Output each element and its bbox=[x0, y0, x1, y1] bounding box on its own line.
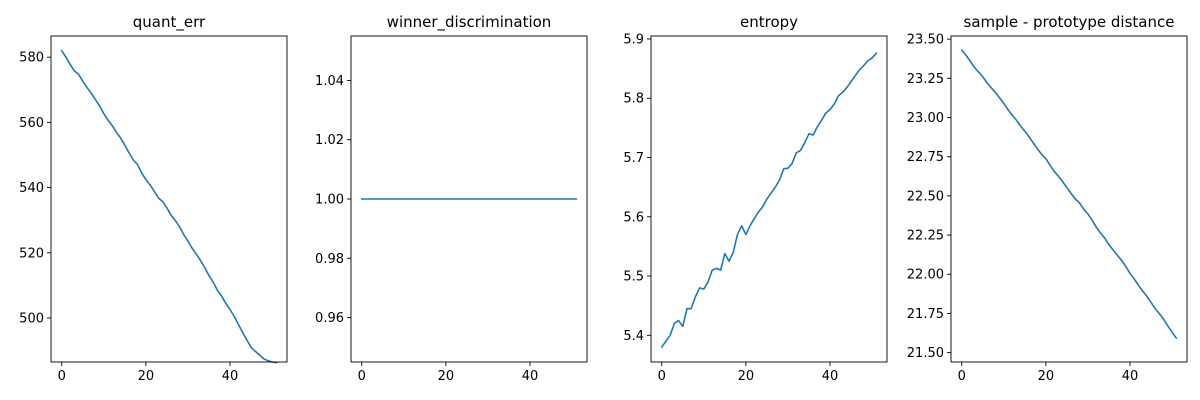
x-tick-label: 20 bbox=[438, 369, 455, 384]
y-tick-label: 500 bbox=[19, 311, 44, 326]
x-tick-label: 40 bbox=[1122, 369, 1139, 384]
y-tick-label: 5.4 bbox=[623, 329, 644, 344]
subplot-2: winner_discrimination 0 20 40 0.96 0.98 1.00 1.… bbox=[315, 13, 588, 384]
y-tick-label: 1.04 bbox=[315, 74, 344, 89]
chart-title: sample - prototype distance bbox=[964, 13, 1175, 31]
chart-title: quant_err bbox=[133, 13, 206, 32]
y-tick-label: 5.9 bbox=[623, 32, 644, 47]
subplot-3: entropy 0 20 40 5.4 5.5 5.6 5.7 5.8 5.9 bbox=[623, 13, 888, 384]
x-tick-label: 0 bbox=[358, 369, 366, 384]
axes-frame bbox=[650, 35, 888, 363]
y-tick-label: 1.02 bbox=[315, 133, 344, 148]
y-tick-label: 580 bbox=[19, 51, 44, 66]
subplot-4: sample - prototype distance 0 20 40 21.50 21.… bbox=[907, 13, 1188, 384]
series-line bbox=[660, 52, 878, 349]
y-tick-label: 520 bbox=[19, 246, 44, 261]
subplot-1: quant_err 0 20 40 500 520 540 560 580 bbox=[19, 13, 288, 384]
axes-frame bbox=[50, 35, 288, 363]
y-tick-label: 22.25 bbox=[907, 229, 944, 244]
y-tick-label: 23.25 bbox=[907, 72, 944, 87]
y-tick-label: 21.75 bbox=[907, 307, 944, 322]
x-tick-label: 0 bbox=[58, 369, 66, 384]
y-tick-label: 23.00 bbox=[907, 111, 944, 126]
axes-frame bbox=[950, 35, 1188, 363]
y-tick-label: 23.50 bbox=[907, 33, 944, 48]
series-line bbox=[960, 48, 1178, 340]
x-tick-label: 0 bbox=[658, 369, 666, 384]
x-tick-label: 40 bbox=[822, 369, 839, 384]
x-tick-label: 40 bbox=[522, 369, 539, 384]
series-line bbox=[60, 49, 278, 364]
y-tick-label: 22.75 bbox=[907, 150, 944, 165]
y-tick-label: 5.6 bbox=[623, 210, 644, 225]
y-tick-label: 0.98 bbox=[315, 252, 344, 267]
x-tick-label: 20 bbox=[738, 369, 755, 384]
y-tick-label: 22.00 bbox=[907, 268, 944, 283]
x-tick-label: 0 bbox=[958, 369, 966, 384]
chart-title: entropy bbox=[740, 13, 798, 31]
y-tick-label: 0.96 bbox=[315, 311, 344, 326]
chart-title: winner_discrimination bbox=[387, 13, 552, 32]
y-tick-label: 540 bbox=[19, 181, 44, 196]
y-tick-label: 22.50 bbox=[907, 189, 944, 204]
x-tick-label: 40 bbox=[222, 369, 239, 384]
y-tick-label: 5.5 bbox=[623, 270, 644, 285]
y-tick-label: 5.8 bbox=[623, 92, 644, 107]
y-tick-label: 1.00 bbox=[315, 193, 344, 208]
x-tick-label: 20 bbox=[1038, 369, 1055, 384]
y-tick-label: 560 bbox=[19, 116, 44, 131]
x-tick-label: 20 bbox=[138, 369, 155, 384]
y-tick-label: 5.7 bbox=[623, 151, 644, 166]
y-tick-label: 21.50 bbox=[907, 346, 944, 361]
